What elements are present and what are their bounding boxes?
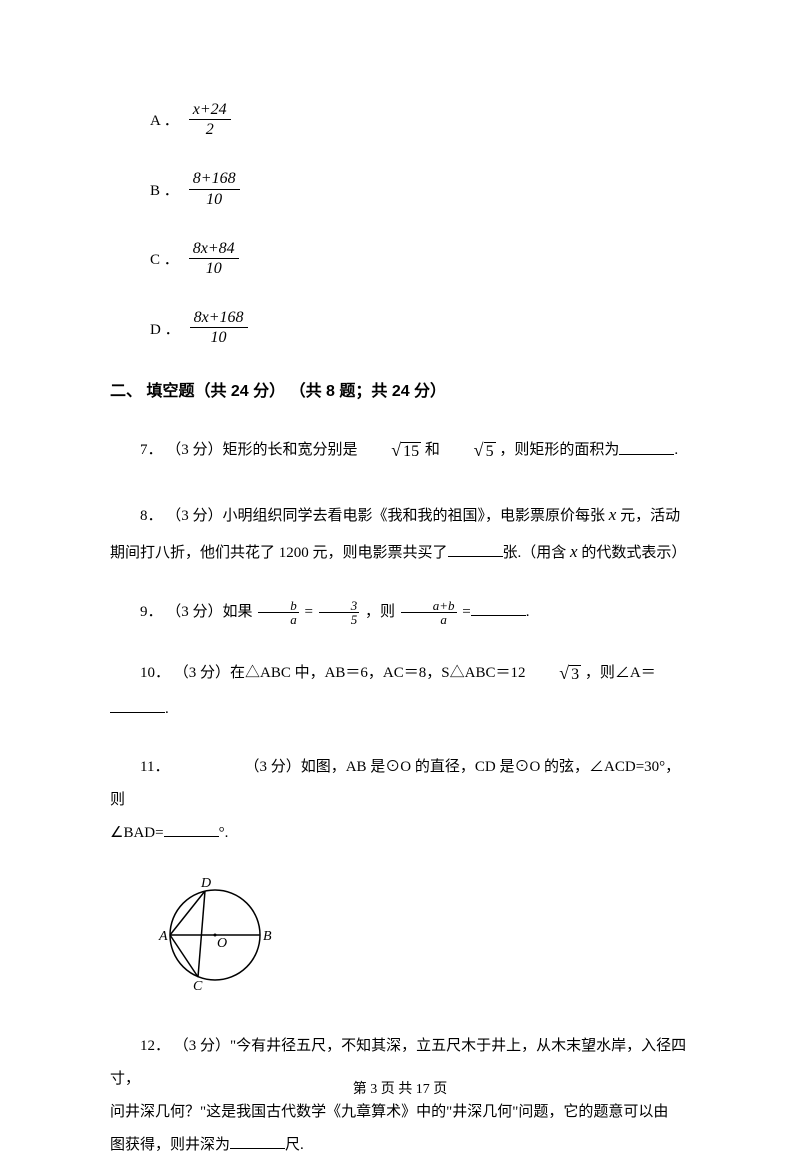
blank-input[interactable]	[448, 542, 503, 557]
option-c-label: C ．	[150, 247, 179, 278]
svg-text:D: D	[200, 876, 211, 891]
option-b: B ． 8+168 10	[110, 169, 690, 208]
fraction-icon: 35	[319, 599, 360, 626]
question-11: 11． （3 分）如图，AB 是⊙O 的直径，CD 是⊙O 的弦，∠ACD=30…	[110, 751, 690, 850]
option-a-label: A ．	[150, 108, 179, 139]
blank-input[interactable]	[164, 822, 219, 837]
option-b-fraction: 8+168 10	[189, 169, 240, 208]
option-a-fraction: x+24 2	[189, 100, 231, 139]
circle-diagram: A B C D O	[145, 875, 690, 1005]
section-2-header: 二、 填空题（共 24 分） （共 8 题；共 24 分）	[110, 378, 690, 407]
option-c-fraction: 8x+84 10	[189, 239, 239, 278]
option-a: A ． x+24 2	[110, 100, 690, 139]
option-d: D ． 8x+168 10	[110, 308, 690, 347]
sqrt-icon: √5	[444, 431, 496, 471]
question-9: 9． （3 分）如果 ba = 35 ，则 a+ba =.	[110, 596, 690, 629]
page-footer: 第 3 页 共 17 页	[0, 1077, 800, 1102]
fraction-icon: ba	[258, 599, 299, 626]
option-b-label: B ．	[150, 178, 179, 209]
question-8: 8． （3 分）小明组织同学去看电影《我和我的祖国》，电影票原价每张 x 元，活…	[110, 496, 690, 571]
question-10: 10． （3 分）在△ABC 中，AB＝6，AC＝8，S△ABC＝12 √3 ，…	[110, 654, 690, 727]
svg-text:B: B	[263, 929, 272, 944]
option-c: C ． 8x+84 10	[110, 239, 690, 278]
sqrt-icon: √3	[529, 654, 581, 694]
blank-input[interactable]	[230, 1134, 285, 1149]
blank-input[interactable]	[110, 698, 165, 713]
blank-input[interactable]	[619, 440, 674, 455]
svg-text:O: O	[217, 936, 227, 951]
option-d-label: D ．	[150, 317, 180, 348]
fraction-icon: a+ba	[401, 599, 457, 626]
svg-text:C: C	[193, 979, 203, 994]
svg-text:A: A	[158, 929, 168, 944]
geometry-diagram-icon: A B C D O	[145, 875, 285, 995]
question-7: 7． （3 分）矩形的长和宽分别是 √15 和 √5 ，则矩形的面积为.	[110, 431, 690, 471]
sqrt-icon: √15	[361, 431, 421, 471]
blank-input[interactable]	[471, 601, 526, 616]
option-d-fraction: 8x+168 10	[190, 308, 248, 347]
